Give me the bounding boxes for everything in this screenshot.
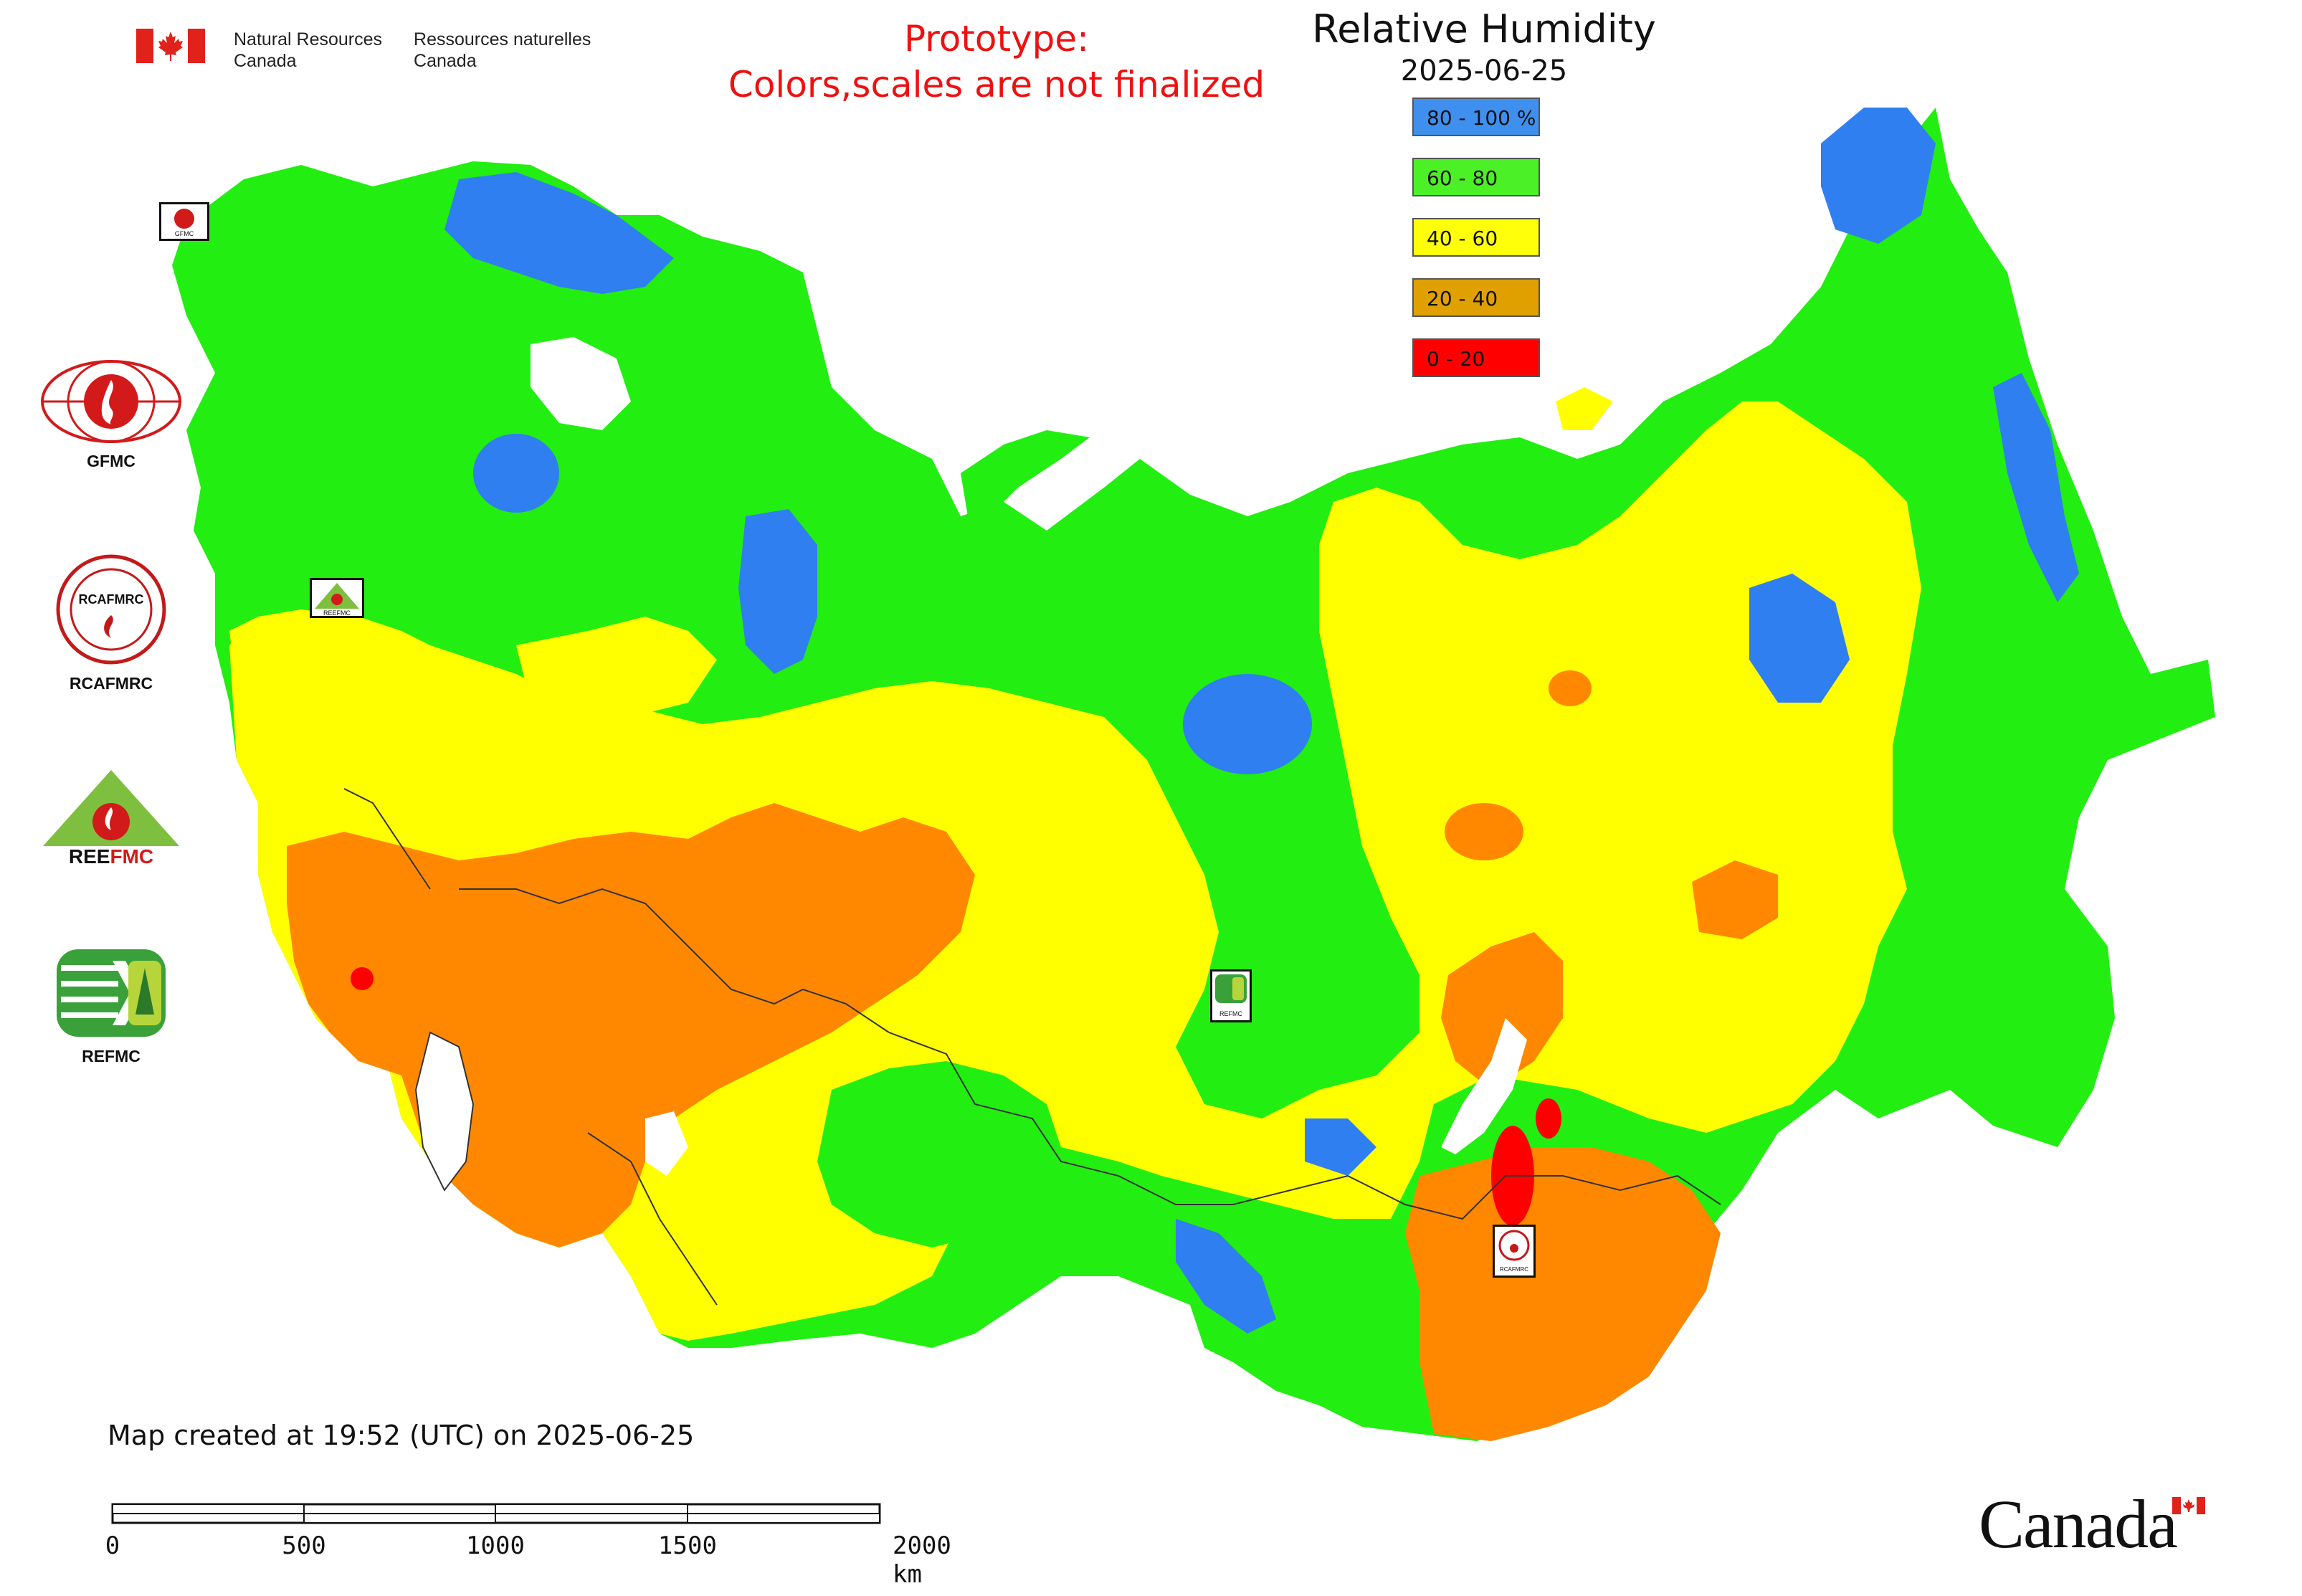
partner-gfmc: GFMC xyxy=(29,358,194,471)
zone-very-humid-ladoga xyxy=(473,434,559,513)
rcafmrc-logo-icon: RCAFMRC xyxy=(56,554,166,665)
zone-moderate-west xyxy=(229,609,459,760)
gfmc-logo-icon: GFMC xyxy=(174,209,194,237)
dept-fr-line2: Canada xyxy=(414,51,477,71)
aral-sea xyxy=(645,1111,688,1176)
zone-very-dry-spot xyxy=(1536,1098,1561,1139)
scale-tick-label: 1500 xyxy=(658,1531,717,1560)
dept-en-line1: Natural Resources xyxy=(234,29,383,49)
zone-very-humid-ural xyxy=(738,509,817,674)
zone-very-humid-yakutia xyxy=(1749,574,1850,703)
svg-text:RCAFMRC: RCAFMRC xyxy=(79,592,144,607)
partner-label: GFMC xyxy=(87,452,135,470)
zone-dry-patch-east xyxy=(1692,860,1778,939)
svg-text:RCAFMRC: RCAFMRC xyxy=(1500,1266,1528,1273)
scale-tick-label: 500 xyxy=(282,1531,326,1560)
zone-humid-pocket xyxy=(817,1061,1061,1248)
gfmc-map-marker[interactable]: GFMC xyxy=(159,202,209,241)
svg-text:REEFMC: REEFMC xyxy=(323,609,351,616)
legend-item-20-40: 20 - 40 xyxy=(1412,278,1540,317)
government-signature: Natural Resources Canada Ressources natu… xyxy=(136,29,622,72)
zone-dry-spot1 xyxy=(1445,803,1523,860)
canada-wordmark: Canada xyxy=(1979,1486,2178,1562)
partner-rcafmrc: RCAFMRC RCAFMRC xyxy=(29,552,194,693)
zone-very-humid-ob xyxy=(1183,674,1312,774)
scale-bar xyxy=(111,1503,881,1524)
lake-baikal xyxy=(1441,1018,1527,1154)
zone-very-humid-sayan xyxy=(1305,1118,1376,1176)
rcafmrc-logo-icon: RCAFMRC xyxy=(1498,1230,1530,1273)
white-sea xyxy=(531,337,631,430)
reefmc-logo-icon: REEFMC xyxy=(315,583,359,617)
map-created-timestamp: Map created at 19:52 (UTC) on 2025-06-25 xyxy=(108,1420,695,1451)
canada-wordmark-flag-icon xyxy=(2172,1497,2205,1514)
zone-very-humid-kola xyxy=(444,172,674,294)
zone-dry-spot2 xyxy=(1549,670,1592,706)
zone-dry-siberia-south xyxy=(1441,932,1563,1090)
refmc-logo-icon: REFMC xyxy=(1215,974,1247,1017)
zone-moderate-west2 xyxy=(516,617,717,717)
sakhalin xyxy=(1993,803,2036,903)
canada-flag-icon xyxy=(136,29,205,63)
dept-fr-line1: Ressources naturelles xyxy=(414,29,591,49)
map-date: 2025-06-25 xyxy=(1400,54,1568,87)
scale-tick-label: 2000 km xyxy=(893,1531,951,1589)
legend: 80 - 100 % 60 - 80 40 - 60 20 - 40 0 - 2… xyxy=(1412,98,1540,399)
dept-en-line2: Canada xyxy=(234,51,297,71)
legend-item-80-100: 80 - 100 % xyxy=(1412,98,1540,136)
partner-refmc: REFMC xyxy=(29,946,194,1066)
map-title: Relative Humidity xyxy=(1312,6,1656,52)
reefmc-logo-icon: REEFMC xyxy=(43,770,179,868)
reefmc-map-marker[interactable]: REEFMC xyxy=(310,578,364,618)
svg-text:REEFMC: REEFMC xyxy=(69,845,153,868)
scale-tick-label: 1000 xyxy=(466,1531,525,1560)
partner-label: REFMC xyxy=(82,1047,141,1065)
scale-tick-label: 0 xyxy=(105,1531,120,1560)
refmc-map-marker[interactable]: REFMC xyxy=(1210,969,1252,1022)
zone-very-humid-chukotka xyxy=(1821,108,1936,244)
severnaya-zemlya xyxy=(1556,387,1613,430)
partner-label: RCAFMRC xyxy=(69,674,153,693)
caspian-sea xyxy=(414,1031,475,1192)
scale-bar-labels: 0 500 1000 1500 2000 km xyxy=(105,1531,1000,1589)
svg-text:REFMC: REFMC xyxy=(1219,1010,1242,1017)
partner-reefmc: REEFMC xyxy=(29,767,194,870)
svg-text:GFMC: GFMC xyxy=(175,230,194,237)
prototype-notice: Prototype: Colors,scales are not finaliz… xyxy=(645,16,1348,108)
gfmc-logo-icon xyxy=(41,360,181,443)
legend-item-0-20: 0 - 20 xyxy=(1412,338,1540,377)
prototype-line2: Colors,scales are not finalized xyxy=(728,64,1265,105)
zone-very-dry-west xyxy=(351,967,374,990)
legend-item-60-80: 60 - 80 xyxy=(1412,158,1540,196)
novaya-zemlya xyxy=(961,430,1090,516)
legend-item-40-60: 40 - 60 xyxy=(1412,218,1540,257)
country-borders xyxy=(343,788,1721,1306)
department-name-fr: Ressources naturelles Canada xyxy=(414,29,591,72)
zone-dry-mongolia xyxy=(1405,1147,1721,1441)
department-name-en: Natural Resources Canada xyxy=(234,29,382,72)
zone-very-humid-kamchatka xyxy=(1993,373,2079,602)
refmc-logo-icon xyxy=(57,949,166,1037)
zone-very-humid-altai xyxy=(1176,1219,1276,1334)
prototype-line1: Prototype: xyxy=(903,18,1090,60)
rcafmrc-map-marker[interactable]: RCAFMRC xyxy=(1493,1225,1536,1278)
